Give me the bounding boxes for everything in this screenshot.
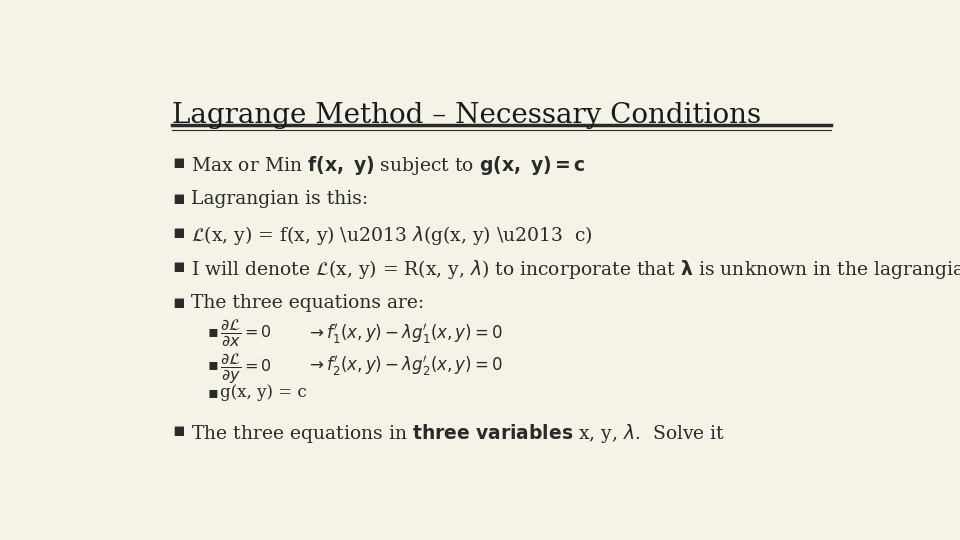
Text: Lagrange Method – Necessary Conditions: Lagrange Method – Necessary Conditions xyxy=(172,102,761,129)
Text: ▪: ▪ xyxy=(207,384,219,401)
Text: ▪: ▪ xyxy=(172,422,185,441)
Text: ▪: ▪ xyxy=(172,190,185,207)
Text: I will denote $\mathcal{L}$(x, y) = R(x, y, $\lambda$) to incorporate that $\mat: I will denote $\mathcal{L}$(x, y) = R(x,… xyxy=(191,258,960,281)
Text: g(x, y) = c: g(x, y) = c xyxy=(221,384,307,401)
Text: $\rightarrow f_1^{\prime}(x, y) - \lambda g_1^{\prime}(x, y) = 0$: $\rightarrow f_1^{\prime}(x, y) - \lambd… xyxy=(306,322,503,346)
Text: ▪: ▪ xyxy=(172,224,185,241)
Text: ▪: ▪ xyxy=(207,323,219,340)
Text: $\dfrac{\partial \mathcal{L}}{\partial y} = 0$: $\dfrac{\partial \mathcal{L}}{\partial y… xyxy=(221,351,273,386)
Text: ▪: ▪ xyxy=(207,356,219,373)
Text: $\rightarrow f_2^{\prime}(x, y) - \lambda g_2^{\prime}(x, y) = 0$: $\rightarrow f_2^{\prime}(x, y) - \lambd… xyxy=(306,354,503,378)
Text: The three equations are:: The three equations are: xyxy=(191,294,423,312)
Text: Max or Min $\mathbf{f(x,\ y)}$ subject to $\mathbf{g(x,\ y) = c}$: Max or Min $\mathbf{f(x,\ y)}$ subject t… xyxy=(191,154,586,177)
Text: $\mathcal{L}$(x, y) = f(x, y) \u2013 $\lambda$(g(x, y) \u2013  c): $\mathcal{L}$(x, y) = f(x, y) \u2013 $\l… xyxy=(191,224,592,247)
Text: ▪: ▪ xyxy=(172,154,185,172)
Text: Lagrangian is this:: Lagrangian is this: xyxy=(191,190,368,207)
Text: ▪: ▪ xyxy=(172,258,185,276)
Text: $\dfrac{\partial \mathcal{L}}{\partial x} = 0$: $\dfrac{\partial \mathcal{L}}{\partial x… xyxy=(221,319,273,349)
Text: The three equations in $\mathbf{three\ variables}$ x, y, $\lambda$.  Solve it: The three equations in $\mathbf{three\ v… xyxy=(191,422,725,446)
Text: ▪: ▪ xyxy=(172,294,185,312)
